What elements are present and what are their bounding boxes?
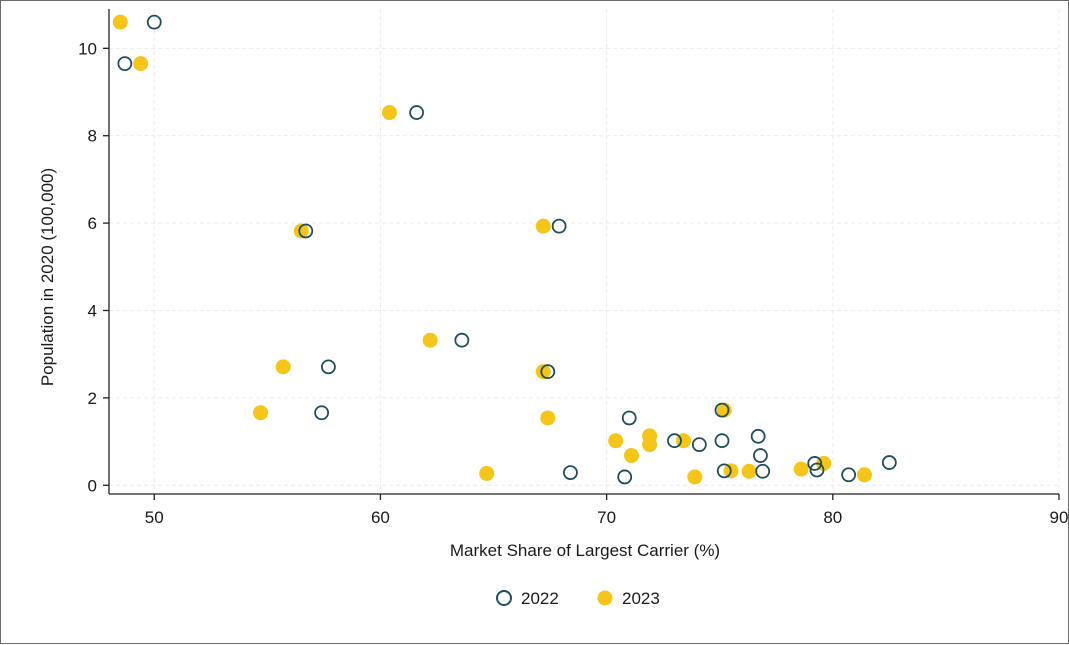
x-tick-label: 80 [823, 508, 842, 527]
point-2022 [716, 463, 732, 479]
point-2022 [667, 433, 682, 449]
point-2022 [617, 469, 633, 485]
axes [108, 9, 1059, 495]
x-tick-label: 50 [145, 508, 164, 527]
x-tick-label: 90 [1050, 508, 1069, 527]
data-points [112, 14, 897, 485]
point-2022 [809, 462, 825, 478]
y-axis-ticks: 0 2 4 6 8 10 [78, 39, 109, 495]
point-2022 [621, 410, 637, 426]
legend: 2022 2023 [496, 589, 660, 608]
x-axis-label: Market Share of Largest Carrier (%) [450, 541, 720, 560]
point-2022 [454, 332, 470, 348]
point-2023 [535, 218, 551, 234]
grid-lines [109, 9, 1060, 494]
point-2023 [133, 56, 149, 72]
point-2022 [807, 456, 823, 471]
point-2022 [298, 223, 314, 239]
legend-marker-2022 [496, 590, 512, 606]
x-tick-label: 70 [597, 508, 616, 527]
legend-marker-2023 [597, 590, 613, 606]
point-2023 [479, 465, 495, 481]
point-2023 [381, 105, 397, 121]
point-2022 [755, 463, 771, 479]
y-axis-label: Population in 2020 (100,000) [38, 168, 57, 386]
point-2023 [112, 14, 128, 30]
point-2023 [624, 448, 639, 464]
point-2022 [409, 105, 425, 120]
point-2023 [793, 461, 809, 477]
y-tick-label: 2 [88, 389, 97, 408]
point-2023 [422, 332, 438, 348]
point-2023 [253, 405, 269, 421]
y-tick-label: 0 [88, 476, 97, 495]
y-tick-label: 8 [88, 127, 97, 146]
point-2023 [540, 410, 556, 426]
x-tick-label: 60 [371, 508, 390, 527]
point-2023 [856, 467, 872, 483]
point-2022 [881, 455, 897, 470]
y-tick-label: 10 [78, 39, 97, 58]
point-2023 [687, 469, 703, 485]
y-tick-label: 6 [88, 214, 97, 233]
point-2022 [314, 405, 330, 421]
point-2023 [293, 223, 309, 239]
point-2023 [741, 463, 757, 479]
point-2022 [753, 448, 768, 463]
point-2022 [551, 218, 567, 234]
point-2022 [841, 467, 857, 483]
point-2022 [540, 364, 556, 380]
point-2022 [714, 433, 730, 449]
y-tick-label: 4 [88, 301, 97, 320]
point-2022 [146, 14, 162, 30]
x-axis-ticks: 50 60 70 80 90 [145, 494, 1069, 527]
point-2023 [535, 364, 551, 380]
point-2022 [714, 402, 730, 418]
point-2023 [608, 433, 624, 449]
point-2022 [750, 428, 766, 444]
point-2022 [117, 56, 133, 72]
legend-label-2022: 2022 [521, 589, 559, 608]
point-2022 [691, 437, 707, 453]
legend-label-2023: 2023 [622, 589, 660, 608]
point-2023 [275, 359, 291, 375]
point-2022 [321, 359, 336, 375]
point-2022 [563, 465, 578, 480]
point-2023 [642, 437, 658, 453]
